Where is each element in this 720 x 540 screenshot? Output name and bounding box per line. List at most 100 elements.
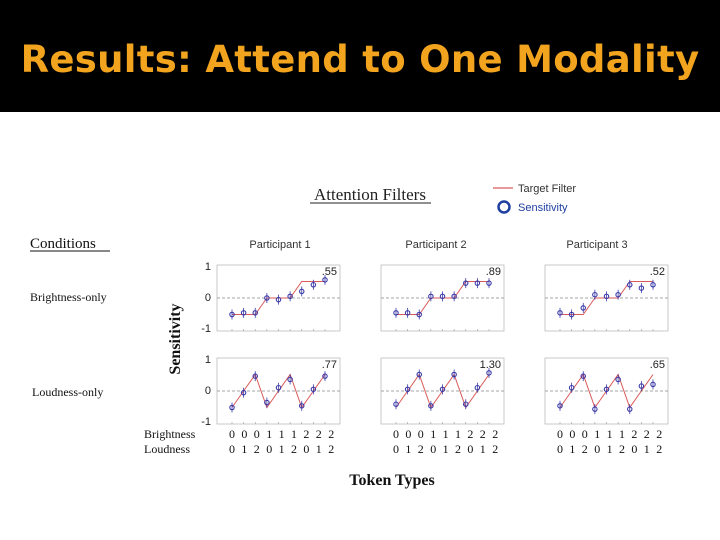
sensitivity-point: [462, 401, 469, 407]
token-brightness-digit: 2: [631, 427, 637, 441]
y-tick-bottom-row-neg1: -1: [201, 416, 211, 428]
sensitivity-point: [275, 296, 282, 303]
panel-brightness-p1: .55: [216, 264, 341, 332]
x-axis-label: Token Types: [349, 472, 435, 489]
token-brightness-digit: 2: [480, 427, 486, 441]
token-brightness-digit: 0: [405, 427, 411, 441]
column-label-participant-2: Participant 2: [405, 239, 466, 251]
legend-line-label: Target Filter: [518, 183, 576, 195]
token-brightness-digit: 2: [328, 427, 334, 441]
sensitivity-point: [404, 386, 411, 393]
sensitivity-point: [557, 310, 563, 316]
panel-annotation: .77: [322, 359, 337, 371]
panel-annotation: 1.30: [480, 359, 501, 371]
token-loudness-digit: 1: [480, 442, 486, 456]
token-brightness-digit: 1: [594, 427, 600, 441]
figure-heading: Attention Filters: [314, 185, 426, 204]
token-loudness-digit: 0: [303, 442, 309, 456]
sensitivity-point: [650, 282, 656, 288]
token-loudness-digit: 0: [467, 442, 473, 456]
sensitivity-point: [439, 386, 446, 393]
sensitivity-point: [592, 406, 598, 412]
token-loudness-digit: 2: [418, 442, 424, 456]
token-brightness-digit: 2: [316, 427, 322, 441]
sensitivity-point: [298, 403, 305, 409]
token-type-digits: 0001021011122021220001021011122021220001…: [229, 427, 662, 456]
sensitivity-point: [603, 386, 610, 393]
token-loudness-digit: 1: [241, 442, 247, 456]
token-loudness-digit: 2: [328, 442, 334, 456]
sensitivity-point: [275, 384, 282, 391]
sensitivity-point: [580, 373, 586, 379]
sensitivity-point: [626, 406, 633, 412]
token-brightness-digit: 1: [607, 427, 613, 441]
sensitivity-point: [252, 310, 259, 316]
sensitivity-point: [240, 310, 247, 316]
token-loudness-digit: 1: [607, 442, 613, 456]
token-brightness-digit: 2: [644, 427, 650, 441]
slide-title: Results: Attend to One Modality: [20, 38, 700, 81]
sensitivity-point: [603, 293, 610, 300]
panel-annotation: .52: [650, 266, 665, 278]
token-brightness-digit: 0: [254, 427, 260, 441]
sensitivity-point: [264, 295, 270, 301]
sensitivity-point: [404, 310, 411, 316]
column-label-participant-3: Participant 3: [566, 239, 627, 251]
token-loudness-digit: 0: [229, 442, 235, 456]
sensitivity-point: [298, 288, 305, 295]
token-loudness-digit: 0: [594, 442, 600, 456]
panel-loudness-p3: .65: [544, 357, 669, 425]
token-loudness-digit: 2: [291, 442, 297, 456]
token-loudness-digit: 1: [443, 442, 449, 456]
sensitivity-point: [474, 280, 481, 286]
sensitivity-point: [592, 291, 598, 298]
y-tick-top-row-neg1: -1: [201, 323, 211, 335]
sensitivity-point: [638, 285, 645, 291]
sensitivity-point: [615, 376, 621, 383]
token-loudness-digit: 0: [430, 442, 436, 456]
legend-marker-label: Sensitivity: [518, 202, 568, 214]
sensitivity-point: [650, 381, 656, 388]
sensitivity-point: [451, 293, 457, 300]
y-axis-label: Sensitivity: [167, 303, 184, 374]
sensitivity-point: [638, 383, 645, 389]
token-loudness-digit: 1: [316, 442, 322, 456]
token-brightness-digit: 2: [492, 427, 498, 441]
row-label-brightness: Brightness-only: [30, 290, 107, 304]
y-tick-bottom-row-1: 1: [205, 354, 211, 366]
token-loudness-digit: 2: [656, 442, 662, 456]
sensitivity-point: [322, 373, 328, 379]
sensitivity-point: [264, 399, 270, 406]
token-loudness-digit: 2: [254, 442, 260, 456]
token-brightness-digit: 1: [291, 427, 297, 441]
sensitivity-point: [310, 386, 317, 393]
sensitivity-point: [393, 401, 399, 407]
token-brightness-digit: 1: [455, 427, 461, 441]
token-brightness-digit: 2: [656, 427, 662, 441]
sensitivity-point: [439, 293, 446, 300]
panel-annotation: .65: [650, 359, 665, 371]
token-loudness-digit: 0: [266, 442, 272, 456]
token-loudness-digit: 1: [569, 442, 575, 456]
sensitivity-point: [229, 404, 235, 411]
sensitivity-point: [287, 293, 293, 300]
token-loudness-digit: 0: [557, 442, 563, 456]
token-row-label-brightness: Brightness: [144, 427, 196, 441]
sensitivity-point: [416, 371, 422, 378]
token-row-label-loudness: Loudness: [144, 442, 190, 456]
sensitivity-point: [428, 403, 434, 409]
legend-marker-swatch: [497, 200, 511, 214]
token-loudness-digit: 0: [631, 442, 637, 456]
sensitivity-point: [416, 311, 422, 318]
token-brightness-digit: 0: [569, 427, 575, 441]
y-tick-bottom-row-0: 0: [205, 385, 211, 397]
token-loudness-digit: 2: [619, 442, 625, 456]
sensitivity-point: [568, 311, 575, 318]
sensitivity-point: [252, 373, 259, 379]
token-brightness-digit: 1: [443, 427, 449, 441]
y-tick-top-row-0: 0: [205, 292, 211, 304]
sensitivity-point: [580, 305, 586, 311]
sensitivity-point: [486, 370, 492, 376]
token-brightness-digit: 1: [430, 427, 436, 441]
